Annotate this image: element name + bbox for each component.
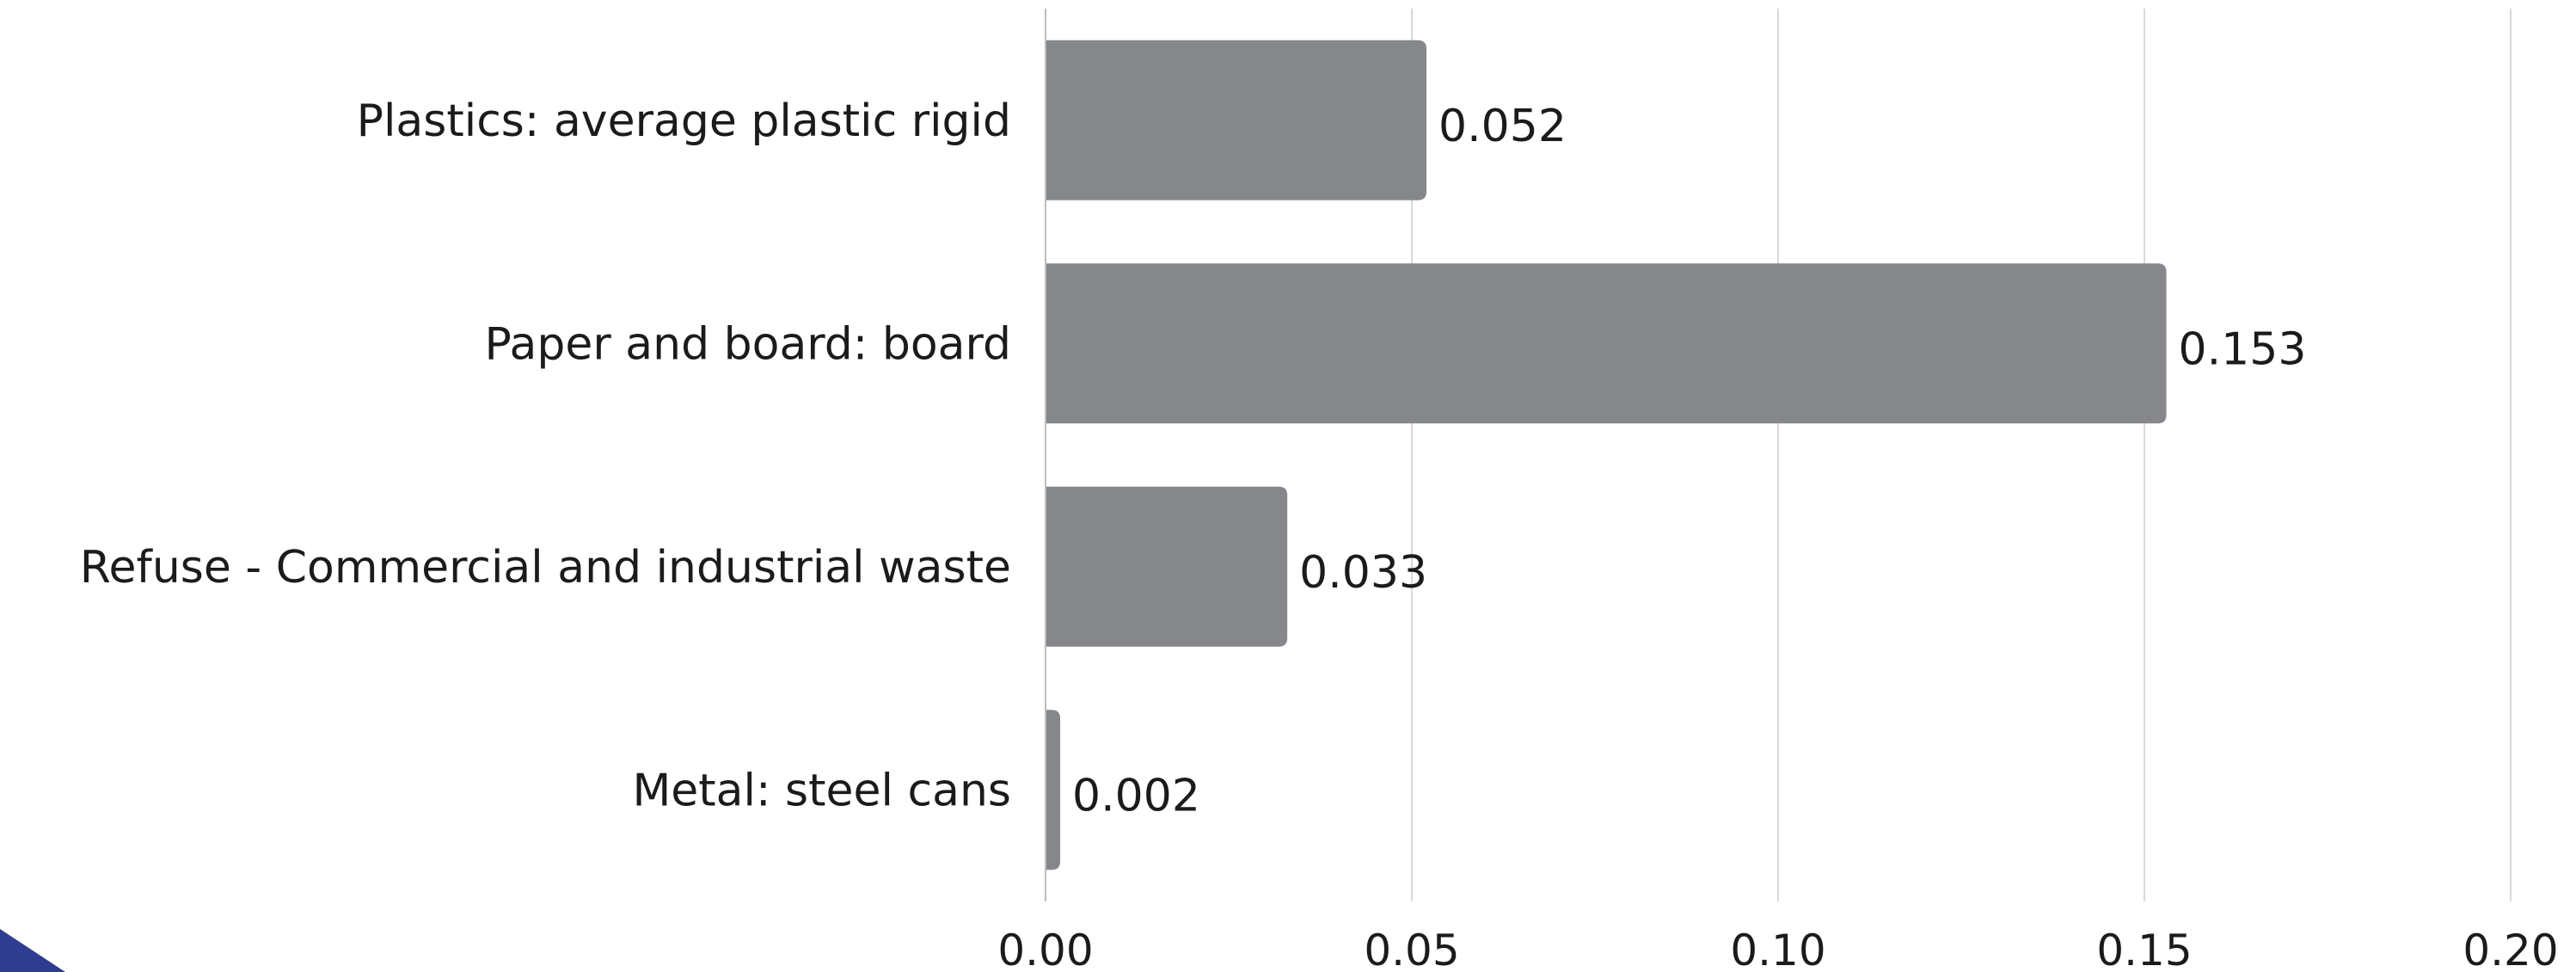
value-labels: 0.052 0.153 0.033 0.002 [1072,101,2306,822]
data-label: 0.002 [1072,770,1200,821]
x-tick-label: 0.20 [2463,926,2558,972]
corner-triangle-mark [0,929,65,972]
corner-decoration [0,929,65,972]
x-tick-label: 0.00 [997,926,1093,972]
category-label: Refuse - Commercial and industrial waste [80,542,1011,594]
bar [1046,486,1288,647]
bar [1046,710,1061,870]
data-label: 0.052 [1438,101,1567,152]
x-tick-label: 0.15 [2096,926,2192,972]
data-label: 0.153 [2179,323,2307,375]
bar [1046,263,2167,424]
x-tick-label: 0.05 [1364,926,1459,972]
category-labels: Plastics: average plastic rigid Paper and… [80,95,1011,817]
category-label: Paper and board: board [484,318,1011,370]
bar [1046,40,1427,200]
x-tick-labels: 0.00 0.05 0.10 0.15 0.20 [997,926,2558,972]
category-label: Metal: steel cans [632,765,1011,816]
category-label: Plastics: average plastic rigid [357,95,1011,147]
gridlines [1411,9,2512,901]
bars [1046,40,2167,870]
x-tick-label: 0.10 [1730,926,1825,972]
data-label: 0.033 [1299,547,1427,599]
